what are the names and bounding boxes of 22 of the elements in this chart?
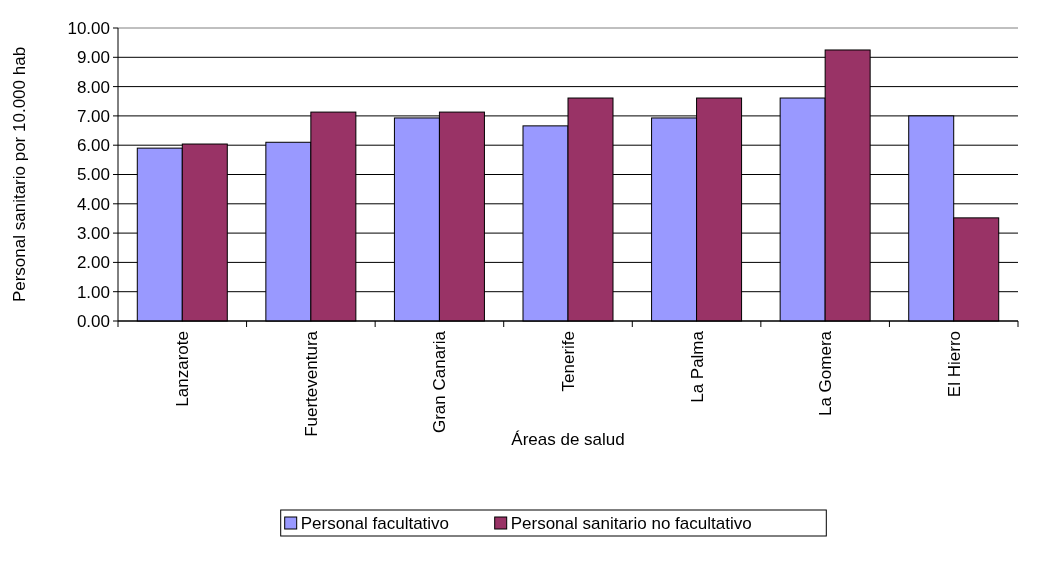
x-tick-label: La Palma (687, 330, 707, 403)
x-tick-label: Tenerife (559, 331, 578, 392)
y-tick-label: 9.00 (76, 48, 110, 68)
x-axis-title: Áreas de salud (511, 430, 625, 449)
y-tick-label: 10.00 (67, 18, 110, 38)
y-tick-label: 0.00 (76, 311, 110, 331)
y-tick-label: 6.00 (76, 136, 110, 156)
x-tick-label: El Hierro (944, 331, 964, 398)
y-tick-label: 1.00 (76, 282, 110, 302)
legend-label: Personal facultativo (300, 513, 450, 533)
legend-label: Personal sanitario no facultativo (510, 513, 752, 533)
y-tick-label: 2.00 (76, 253, 110, 273)
x-tick-label: La Gomera (816, 330, 836, 417)
y-tick-label: 5.00 (76, 165, 110, 185)
x-tick-label: Fuerteventura (301, 330, 321, 437)
x-tick-label: Gran Canaria (430, 330, 450, 434)
y-tick-label: 4.00 (76, 194, 110, 214)
x-tick-label: Lanzarote (173, 331, 193, 407)
y-tick-label: 3.00 (76, 224, 110, 244)
y-axis-title: Personal sanitario por 10.000 hab (10, 46, 29, 303)
y-tick-label: 8.00 (76, 77, 110, 97)
y-tick-label: 7.00 (76, 106, 110, 126)
